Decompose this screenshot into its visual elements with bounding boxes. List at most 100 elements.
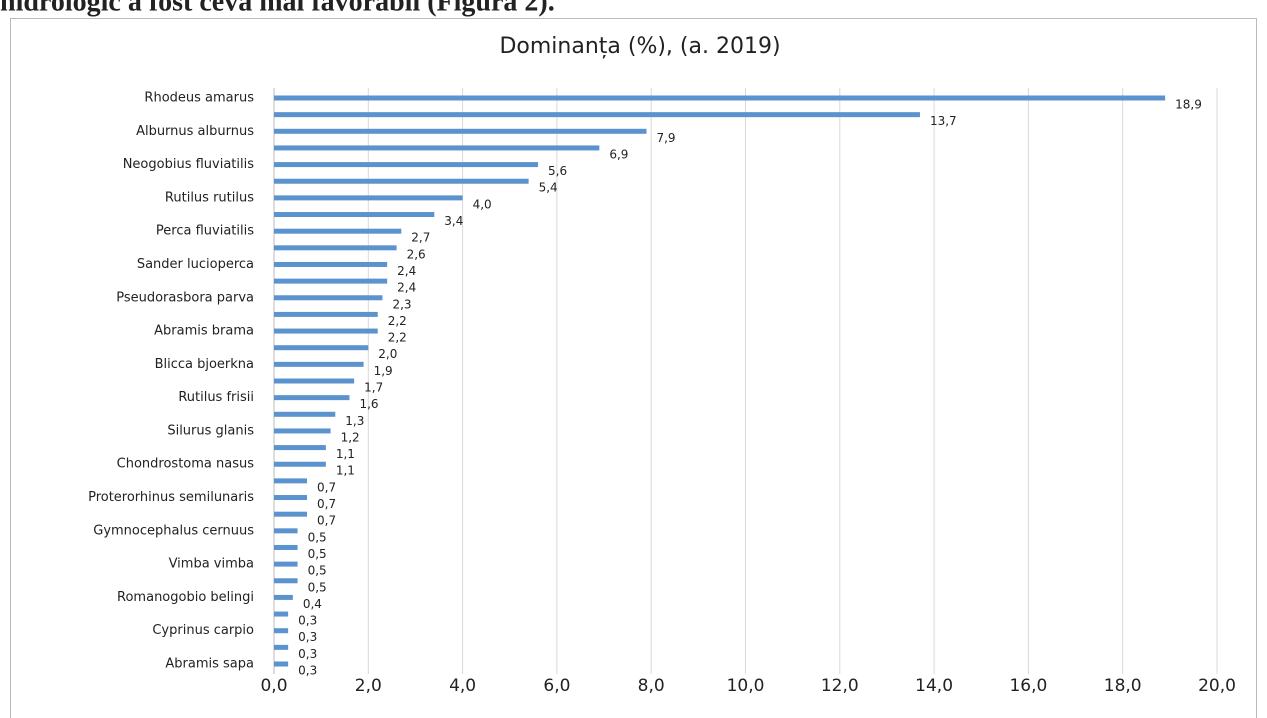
bar — [274, 278, 388, 284]
bar — [274, 544, 298, 550]
x-tick-label: 16,0 — [1009, 676, 1047, 696]
bar — [274, 112, 920, 118]
bar — [274, 178, 529, 184]
y-tick-label: Pseudorasbora parva — [116, 290, 254, 305]
chart-title: Dominanța (%), (a. 2019) — [499, 34, 780, 59]
x-tick-label: 14,0 — [915, 676, 953, 696]
data-label: 0,3 — [298, 614, 317, 628]
data-label: 3,4 — [444, 214, 463, 228]
bar — [274, 495, 308, 501]
data-label: 1,1 — [336, 447, 355, 461]
data-label: 2,2 — [388, 331, 407, 345]
bar — [274, 611, 289, 617]
data-label: 0,3 — [298, 630, 317, 644]
x-tick-label: 4,0 — [449, 676, 476, 696]
x-tick-label: 10,0 — [727, 676, 765, 696]
y-tick-label: Abramis sapa — [165, 657, 254, 672]
data-label: 1,1 — [336, 464, 355, 478]
y-tick-label: Abramis brama — [154, 324, 254, 339]
data-label: 0,7 — [317, 497, 336, 511]
y-tick-label: Silurus glanis — [167, 423, 254, 438]
bars — [274, 95, 1166, 667]
bar — [274, 445, 326, 451]
y-tick-label: Sander lucioperca — [137, 257, 254, 272]
data-label: 2,4 — [397, 264, 416, 278]
x-tick-label: 20,0 — [1198, 676, 1236, 696]
bar — [274, 395, 350, 401]
x-tick-label: 12,0 — [821, 676, 859, 696]
bar — [274, 195, 463, 201]
data-label: 0,7 — [317, 514, 336, 528]
data-label: 5,4 — [539, 181, 558, 195]
data-label: 2,2 — [388, 314, 407, 328]
bar — [274, 145, 600, 151]
data-label: 2,3 — [392, 297, 411, 311]
y-tick-label: Perca fluviatilis — [156, 224, 254, 239]
bar — [274, 295, 383, 301]
x-tick-label: 0,0 — [260, 676, 287, 696]
y-tick-label: Vimba vimba — [169, 557, 254, 572]
bar — [274, 328, 378, 334]
bar — [274, 461, 326, 467]
data-label: 1,9 — [374, 364, 393, 378]
data-label: 1,2 — [341, 430, 360, 444]
x-tick-label: 2,0 — [355, 676, 382, 696]
x-tick-label: 6,0 — [543, 676, 570, 696]
y-tick-label: Blicca bjoerkna — [155, 357, 254, 372]
bar — [274, 345, 369, 351]
bar — [274, 212, 435, 218]
x-tick-label: 8,0 — [638, 676, 665, 696]
data-label: 0,5 — [308, 564, 327, 578]
data-label: 2,0 — [378, 347, 397, 361]
bar — [274, 261, 388, 267]
bar — [274, 311, 378, 317]
y-tick-label: Neogobius fluviatilis — [123, 157, 255, 172]
data-label: 0,7 — [317, 480, 336, 494]
data-label: 6,9 — [609, 147, 628, 161]
data-label: 18,9 — [1175, 98, 1202, 112]
chart-frame — [10, 18, 1257, 718]
y-tick-label: Rutilus frisii — [178, 390, 254, 405]
bar — [274, 644, 289, 650]
y-tick-label: Alburnus alburnus — [136, 124, 254, 139]
data-label: 2,4 — [397, 281, 416, 295]
data-label: 2,6 — [407, 247, 426, 261]
data-label: 2,7 — [411, 231, 430, 245]
bar — [274, 511, 308, 517]
bar — [274, 378, 355, 384]
bar — [274, 628, 289, 634]
data-label: 0,3 — [298, 647, 317, 661]
y-tick-label: Romanogobio belingi — [117, 590, 254, 605]
bar — [274, 245, 397, 251]
bar — [274, 661, 289, 667]
data-label: 0,4 — [303, 597, 322, 611]
data-label: 1,3 — [345, 414, 364, 428]
data-label: 5,6 — [548, 164, 567, 178]
data-label: 7,9 — [656, 131, 675, 145]
bar — [274, 361, 364, 367]
bar — [274, 594, 293, 600]
data-label: 13,7 — [930, 114, 957, 128]
data-label: 1,6 — [359, 397, 378, 411]
y-tick-label: Cyprinus carpio — [152, 623, 254, 638]
bar — [274, 478, 308, 484]
data-label: 0,3 — [298, 664, 317, 678]
y-tick-label: Proterorhinus semilunaris — [88, 490, 254, 505]
bar — [274, 578, 298, 584]
header-text: hidrologic a fost ceva mai favorabil (Fi… — [0, 0, 555, 17]
data-label: 0,5 — [308, 580, 327, 594]
bar — [274, 528, 298, 534]
data-label: 0,5 — [308, 530, 327, 544]
bar — [274, 428, 331, 434]
y-tick-label: Gymnocephalus cernuus — [93, 523, 254, 538]
bar — [274, 162, 539, 168]
y-tick-label: Rutilus rutilus — [165, 190, 254, 205]
data-label: 0,5 — [308, 547, 327, 561]
bar — [274, 411, 336, 417]
grid — [273, 88, 1218, 674]
x-tick-label: 18,0 — [1104, 676, 1142, 696]
bar — [274, 95, 1166, 101]
bar — [274, 128, 647, 134]
